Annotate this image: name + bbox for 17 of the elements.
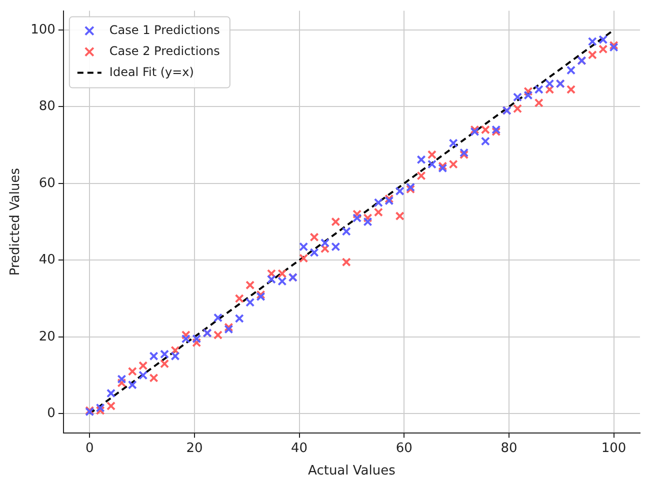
y-tick-label: 20	[38, 329, 56, 344]
x-tick-label: 20	[186, 440, 203, 456]
x-axis-title: Actual Values	[308, 464, 396, 479]
y-tick-label: 0	[47, 406, 56, 421]
y-tick-label: 40	[38, 252, 56, 268]
y-tick-label: 60	[38, 176, 56, 191]
x-tick-label: 40	[291, 440, 308, 456]
legend-label: Case 1 Predictions	[109, 22, 220, 37]
legend-label: Case 2 Predictions	[109, 44, 220, 58]
x-tick-label: 0	[85, 440, 94, 456]
y-tick-label: 100	[30, 22, 56, 38]
x-tick-label: 100	[601, 440, 626, 456]
y-tick-label: 80	[38, 99, 56, 114]
x-tick-label: 80	[500, 440, 518, 456]
legend-label: Ideal Fit (y=x)	[109, 64, 194, 79]
x-tick-label: 60	[396, 440, 412, 456]
y-axis-title: Predicted Values	[8, 168, 24, 276]
